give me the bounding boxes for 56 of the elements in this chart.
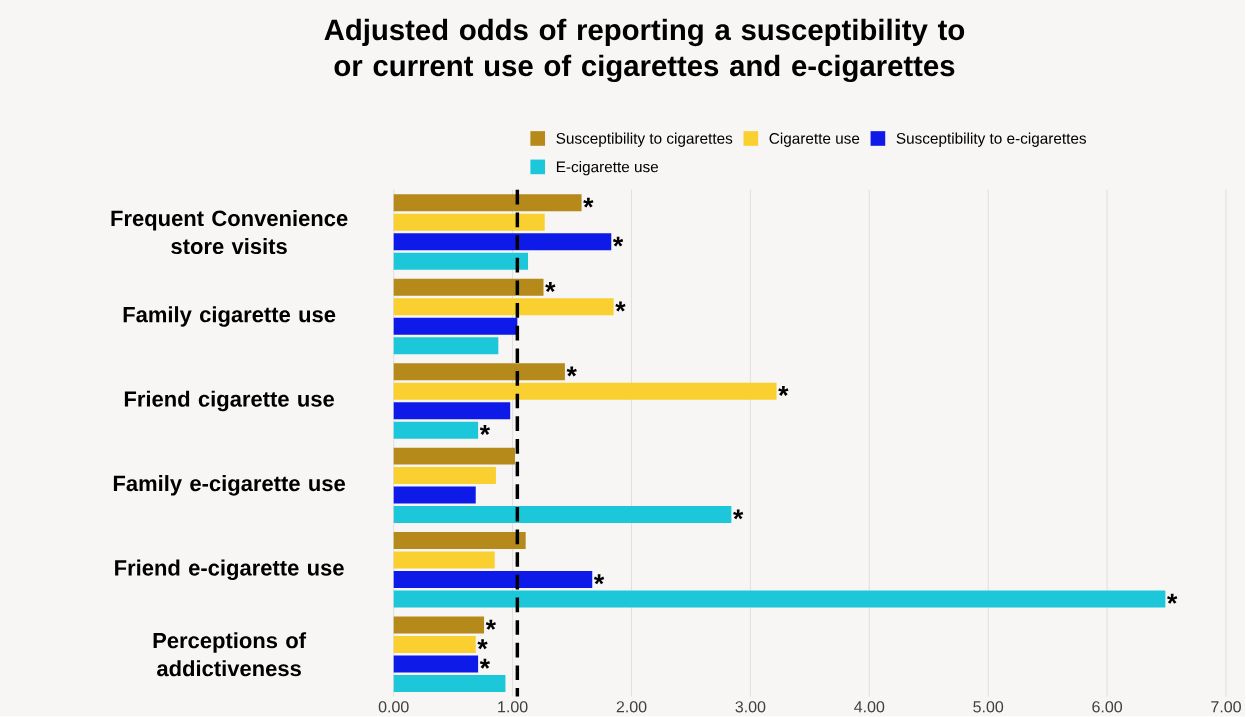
legend-label: E-cigarette use [556,161,659,176]
bar [393,213,545,231]
data-label: * [733,509,744,520]
data-label: * [477,639,488,650]
x-tick-label: 7.00 [1211,701,1241,713]
data-label: * [479,425,491,435]
y-tick-label: Family e-cigarette use [113,475,345,496]
bar [393,532,526,550]
y-tick-label: Frequent Convenience store visits [111,210,348,255]
data-label: * [615,301,626,312]
x-tick-label: 3.00 [735,701,766,713]
x-tick-label: 0.00 [378,701,409,713]
bar [393,382,777,400]
bar [393,551,495,569]
bar [393,636,476,654]
bar [393,616,485,634]
legend-label: Susceptibility to cigarettes [556,132,733,147]
bar [393,298,614,316]
x-tick-label: 5.00 [973,701,1004,713]
bar [393,317,518,335]
y-tick-label: Perceptions of addictiveness [153,632,307,677]
bar [393,467,496,485]
bar [393,421,479,439]
bar [393,486,476,504]
bar [393,447,515,465]
data-label: * [479,658,491,669]
bar [393,363,565,381]
bar [393,337,499,355]
bar [393,675,506,692]
legend-label: Susceptibility to e-cigarettes [896,132,1087,147]
x-tick-label: 4.00 [854,701,885,713]
x-tick-label: 6.00 [1092,701,1123,713]
bar [393,194,582,212]
bar [393,233,612,251]
bar [393,402,511,420]
data-label: * [1167,593,1178,604]
data-label: * [612,236,624,247]
y-tick-label: Family cigarette use [123,306,336,327]
data-label: * [583,197,594,208]
y-tick-label: Friend cigarette use [124,390,334,412]
x-tick-label: 1.00 [498,701,528,713]
data-label: * [545,282,556,293]
bar [393,252,529,270]
data-label: * [566,366,577,377]
bar [393,655,479,673]
data-label: * [485,619,496,630]
legend-label: Cigarette use [769,132,860,147]
bar [393,278,544,296]
bar [393,506,732,524]
chart-title: Adjusted odds of reporting a susceptibility to or current use of cigarettes and e-cigarettes [324,18,965,83]
bar [393,590,1166,608]
x-tick-label: 2.00 [616,701,647,713]
data-label: * [593,574,605,585]
data-label: * [778,386,789,396]
bar [393,571,593,589]
y-tick-label: Friend e-cigarette use [115,559,344,581]
